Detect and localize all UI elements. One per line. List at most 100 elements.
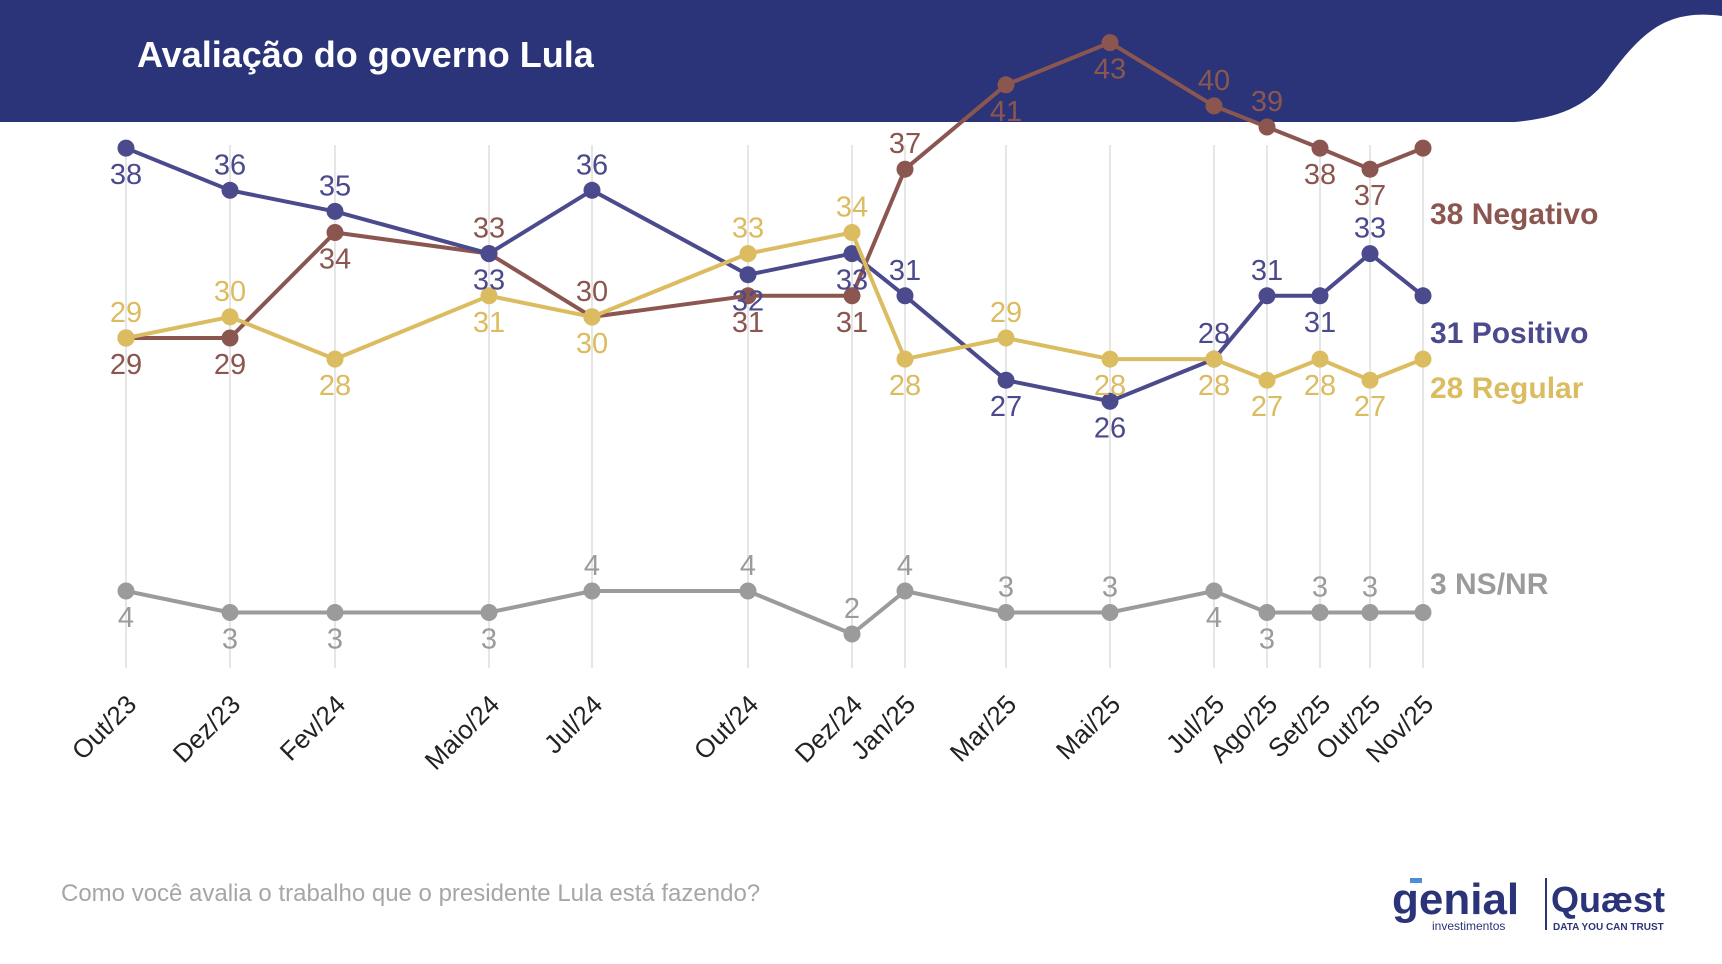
data-label: 33 <box>473 213 505 245</box>
grid-layer <box>125 145 1424 668</box>
data-label: 4 <box>740 550 756 582</box>
data-label: 29 <box>990 297 1022 329</box>
series-end-label: 38 Negativo <box>1430 198 1598 231</box>
data-point <box>326 202 344 220</box>
data-label: 37 <box>889 128 921 160</box>
data-label: 3 <box>1362 572 1378 604</box>
x-tick-label: Dez/23 <box>167 689 246 768</box>
genial-logo: genial investimentos <box>1392 878 1519 933</box>
data-label: 34 <box>319 244 351 276</box>
x-axis: Out/23 Dez/23 Fev/24 Maio/24 Jul/24 Out/24 Dez… <box>66 689 1439 776</box>
x-tick-label: Out/24 <box>688 689 764 765</box>
data-label: 28 <box>1198 318 1230 350</box>
data-label: 27 <box>1251 391 1283 423</box>
data-label: 41 <box>990 96 1022 128</box>
data-label: 3 <box>481 624 497 656</box>
data-point <box>1101 392 1119 410</box>
data-point <box>997 371 1015 389</box>
data-label: 28 <box>319 370 351 402</box>
data-point <box>480 245 498 263</box>
header-shape <box>0 0 1722 122</box>
series-end-label: 3 NS/NR <box>1430 568 1549 601</box>
data-label: 29 <box>110 349 142 381</box>
data-label: 3 <box>1312 572 1328 604</box>
data-point <box>221 181 239 199</box>
data-label: 37 <box>1354 180 1386 212</box>
series-line-nsnr <box>125 589 1423 636</box>
data-label: 31 <box>836 307 868 339</box>
data-label: 4 <box>897 550 913 582</box>
x-tick-label: Mar/25 <box>944 689 1022 767</box>
x-tick-label: Fev/24 <box>274 689 351 766</box>
data-label: 28 <box>1304 370 1336 402</box>
x-tick-label: Maio/24 <box>419 689 506 776</box>
data-label: 3 <box>222 624 238 656</box>
data-label: 4 <box>118 602 134 634</box>
data-point <box>739 266 757 284</box>
data-point <box>843 224 861 241</box>
data-label: 43 <box>1094 54 1126 86</box>
data-label: 28 <box>1094 370 1126 402</box>
data-label: 27 <box>990 391 1022 423</box>
data-point <box>1414 350 1432 368</box>
data-point <box>1311 139 1329 157</box>
data-point <box>117 582 135 600</box>
data-point <box>1101 604 1119 621</box>
data-point <box>1361 604 1379 621</box>
data-point <box>896 287 914 305</box>
data-point <box>843 287 861 305</box>
series-layer <box>117 34 1432 643</box>
data-point <box>997 329 1015 347</box>
x-tick-label: Mai/25 <box>1050 689 1126 765</box>
x-tick-label: Jul/24 <box>538 689 608 759</box>
data-point <box>221 604 239 621</box>
data-label: 36 <box>214 149 246 181</box>
logo-divider <box>1545 878 1547 930</box>
data-point <box>1101 34 1119 52</box>
data-point <box>326 604 344 621</box>
data-point <box>1205 350 1223 368</box>
data-point <box>843 245 861 263</box>
data-label: 38 <box>110 159 142 191</box>
data-label: 31 <box>1304 307 1336 339</box>
data-point <box>583 582 601 600</box>
data-label: 33 <box>732 213 764 245</box>
data-point <box>480 604 498 621</box>
survey-question: Como você avalia o trabalho que o presid… <box>61 880 761 907</box>
data-point <box>1414 287 1432 305</box>
genial-accent-mark <box>1410 878 1422 883</box>
data-point <box>117 329 135 347</box>
data-label: 27 <box>1354 391 1386 423</box>
header-banner <box>0 0 1722 122</box>
data-point <box>1311 350 1329 368</box>
data-label: 31 <box>473 307 505 339</box>
data-point <box>739 245 757 263</box>
data-label: 38 <box>1304 159 1336 191</box>
data-label: 3 <box>998 572 1014 604</box>
data-point <box>1361 371 1379 389</box>
data-point <box>843 625 861 643</box>
data-point <box>1361 245 1379 263</box>
data-point <box>221 308 239 326</box>
genial-subtitle: investimentos <box>1432 919 1505 933</box>
quaest-wordmark: Quæst <box>1551 879 1665 920</box>
data-label: 4 <box>1206 602 1222 634</box>
data-label: 28 <box>889 370 921 402</box>
data-label: 26 <box>1094 412 1126 444</box>
quaest-logo: Quæst DATA YOU CAN TRUST <box>1545 878 1665 933</box>
data-point <box>117 139 135 157</box>
data-label: 30 <box>214 276 246 308</box>
data-point <box>326 350 344 368</box>
data-label: 2 <box>844 593 860 625</box>
data-label: 40 <box>1198 65 1230 97</box>
data-point <box>1258 287 1276 305</box>
data-point <box>1205 582 1223 600</box>
data-point <box>997 76 1015 94</box>
data-label: 3 <box>1259 624 1275 656</box>
data-label: 34 <box>836 192 868 224</box>
data-point <box>896 582 914 600</box>
data-point <box>1311 287 1329 305</box>
x-tick-label: Out/23 <box>66 689 142 765</box>
page-title: Avaliação do governo Lula <box>137 34 594 75</box>
